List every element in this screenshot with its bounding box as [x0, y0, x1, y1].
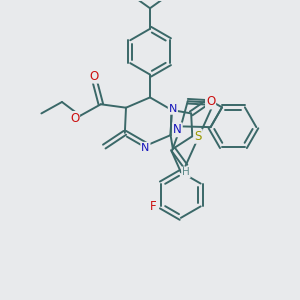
Text: N: N	[173, 123, 182, 136]
Text: F: F	[150, 200, 156, 213]
Text: H: H	[182, 167, 190, 177]
Text: N: N	[169, 104, 177, 114]
Text: O: O	[89, 70, 99, 83]
Text: O: O	[206, 95, 215, 109]
Text: N: N	[141, 143, 150, 153]
Text: S: S	[194, 130, 202, 143]
Text: O: O	[70, 112, 79, 125]
